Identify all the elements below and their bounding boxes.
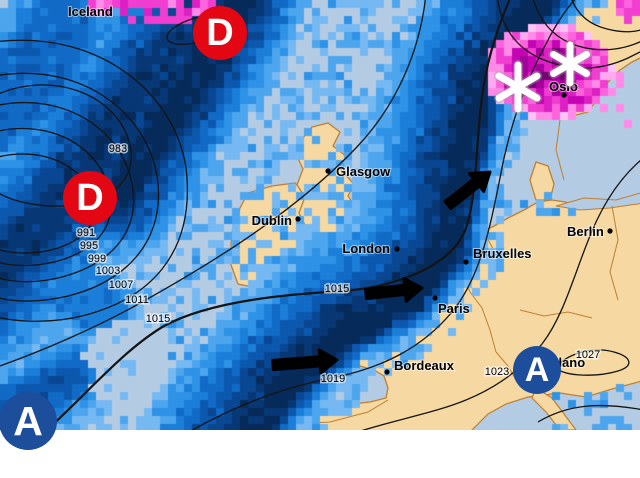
isobar-value-label: 1011 <box>125 294 149 306</box>
city-label-bruxelles: Bruxelles <box>473 246 532 261</box>
snowflake-icon <box>550 51 590 77</box>
snowflake-icon <box>495 72 541 102</box>
city-dot <box>432 295 438 301</box>
city-dot <box>463 259 469 265</box>
city-label-berlin: Berlin <box>567 224 604 239</box>
isobar-value-label: 1003 <box>96 265 120 277</box>
city-label-dublin: Dublin <box>252 213 292 228</box>
city-dot <box>394 246 400 252</box>
isobar-value-label: 1019 <box>321 373 345 385</box>
isobar-value-label: 1015 <box>325 283 349 295</box>
isobar-value-label: 1015 <box>146 313 170 325</box>
movement-arrow <box>443 170 492 211</box>
isobar-value-label: 991 <box>77 227 95 239</box>
city-label-london: London <box>342 241 390 256</box>
movement-arrow <box>271 348 339 375</box>
city-dot <box>384 369 390 375</box>
isobar-value-label: 999 <box>88 253 106 265</box>
low-pressure-symbol: D <box>63 171 117 225</box>
isobars <box>0 0 640 430</box>
city-label-glasgow: Glasgow <box>336 164 391 179</box>
city-dot <box>295 216 301 222</box>
low-pressure-symbol: D <box>193 6 247 60</box>
isobar-value-label: 983 <box>109 143 127 155</box>
isobar-value-label: 995 <box>80 240 98 252</box>
city-dot <box>607 228 613 234</box>
city-label-paris: Paris <box>438 301 470 316</box>
city-dot <box>561 92 567 98</box>
isobar-value-label: 1027 <box>576 349 600 361</box>
city-dot <box>325 168 331 174</box>
isobar-value-label: 1007 <box>109 279 133 291</box>
weather-map: 983 991 995 999 1003 1007 1011 1015 1015 1019 1023… <box>0 0 640 430</box>
isobar-value-label: 1023 <box>485 366 509 378</box>
movement-arrow <box>364 276 424 303</box>
high-pressure-symbol: A <box>513 346 561 394</box>
city-label-bordeaux: Bordeaux <box>394 358 455 373</box>
footer-bar: 1.2022, 09..12 UTC Sa 00 +36h Modell: GF… <box>0 430 640 478</box>
high-pressure-symbol: A <box>0 392 57 450</box>
city-label-iceland: Iceland <box>68 4 113 19</box>
